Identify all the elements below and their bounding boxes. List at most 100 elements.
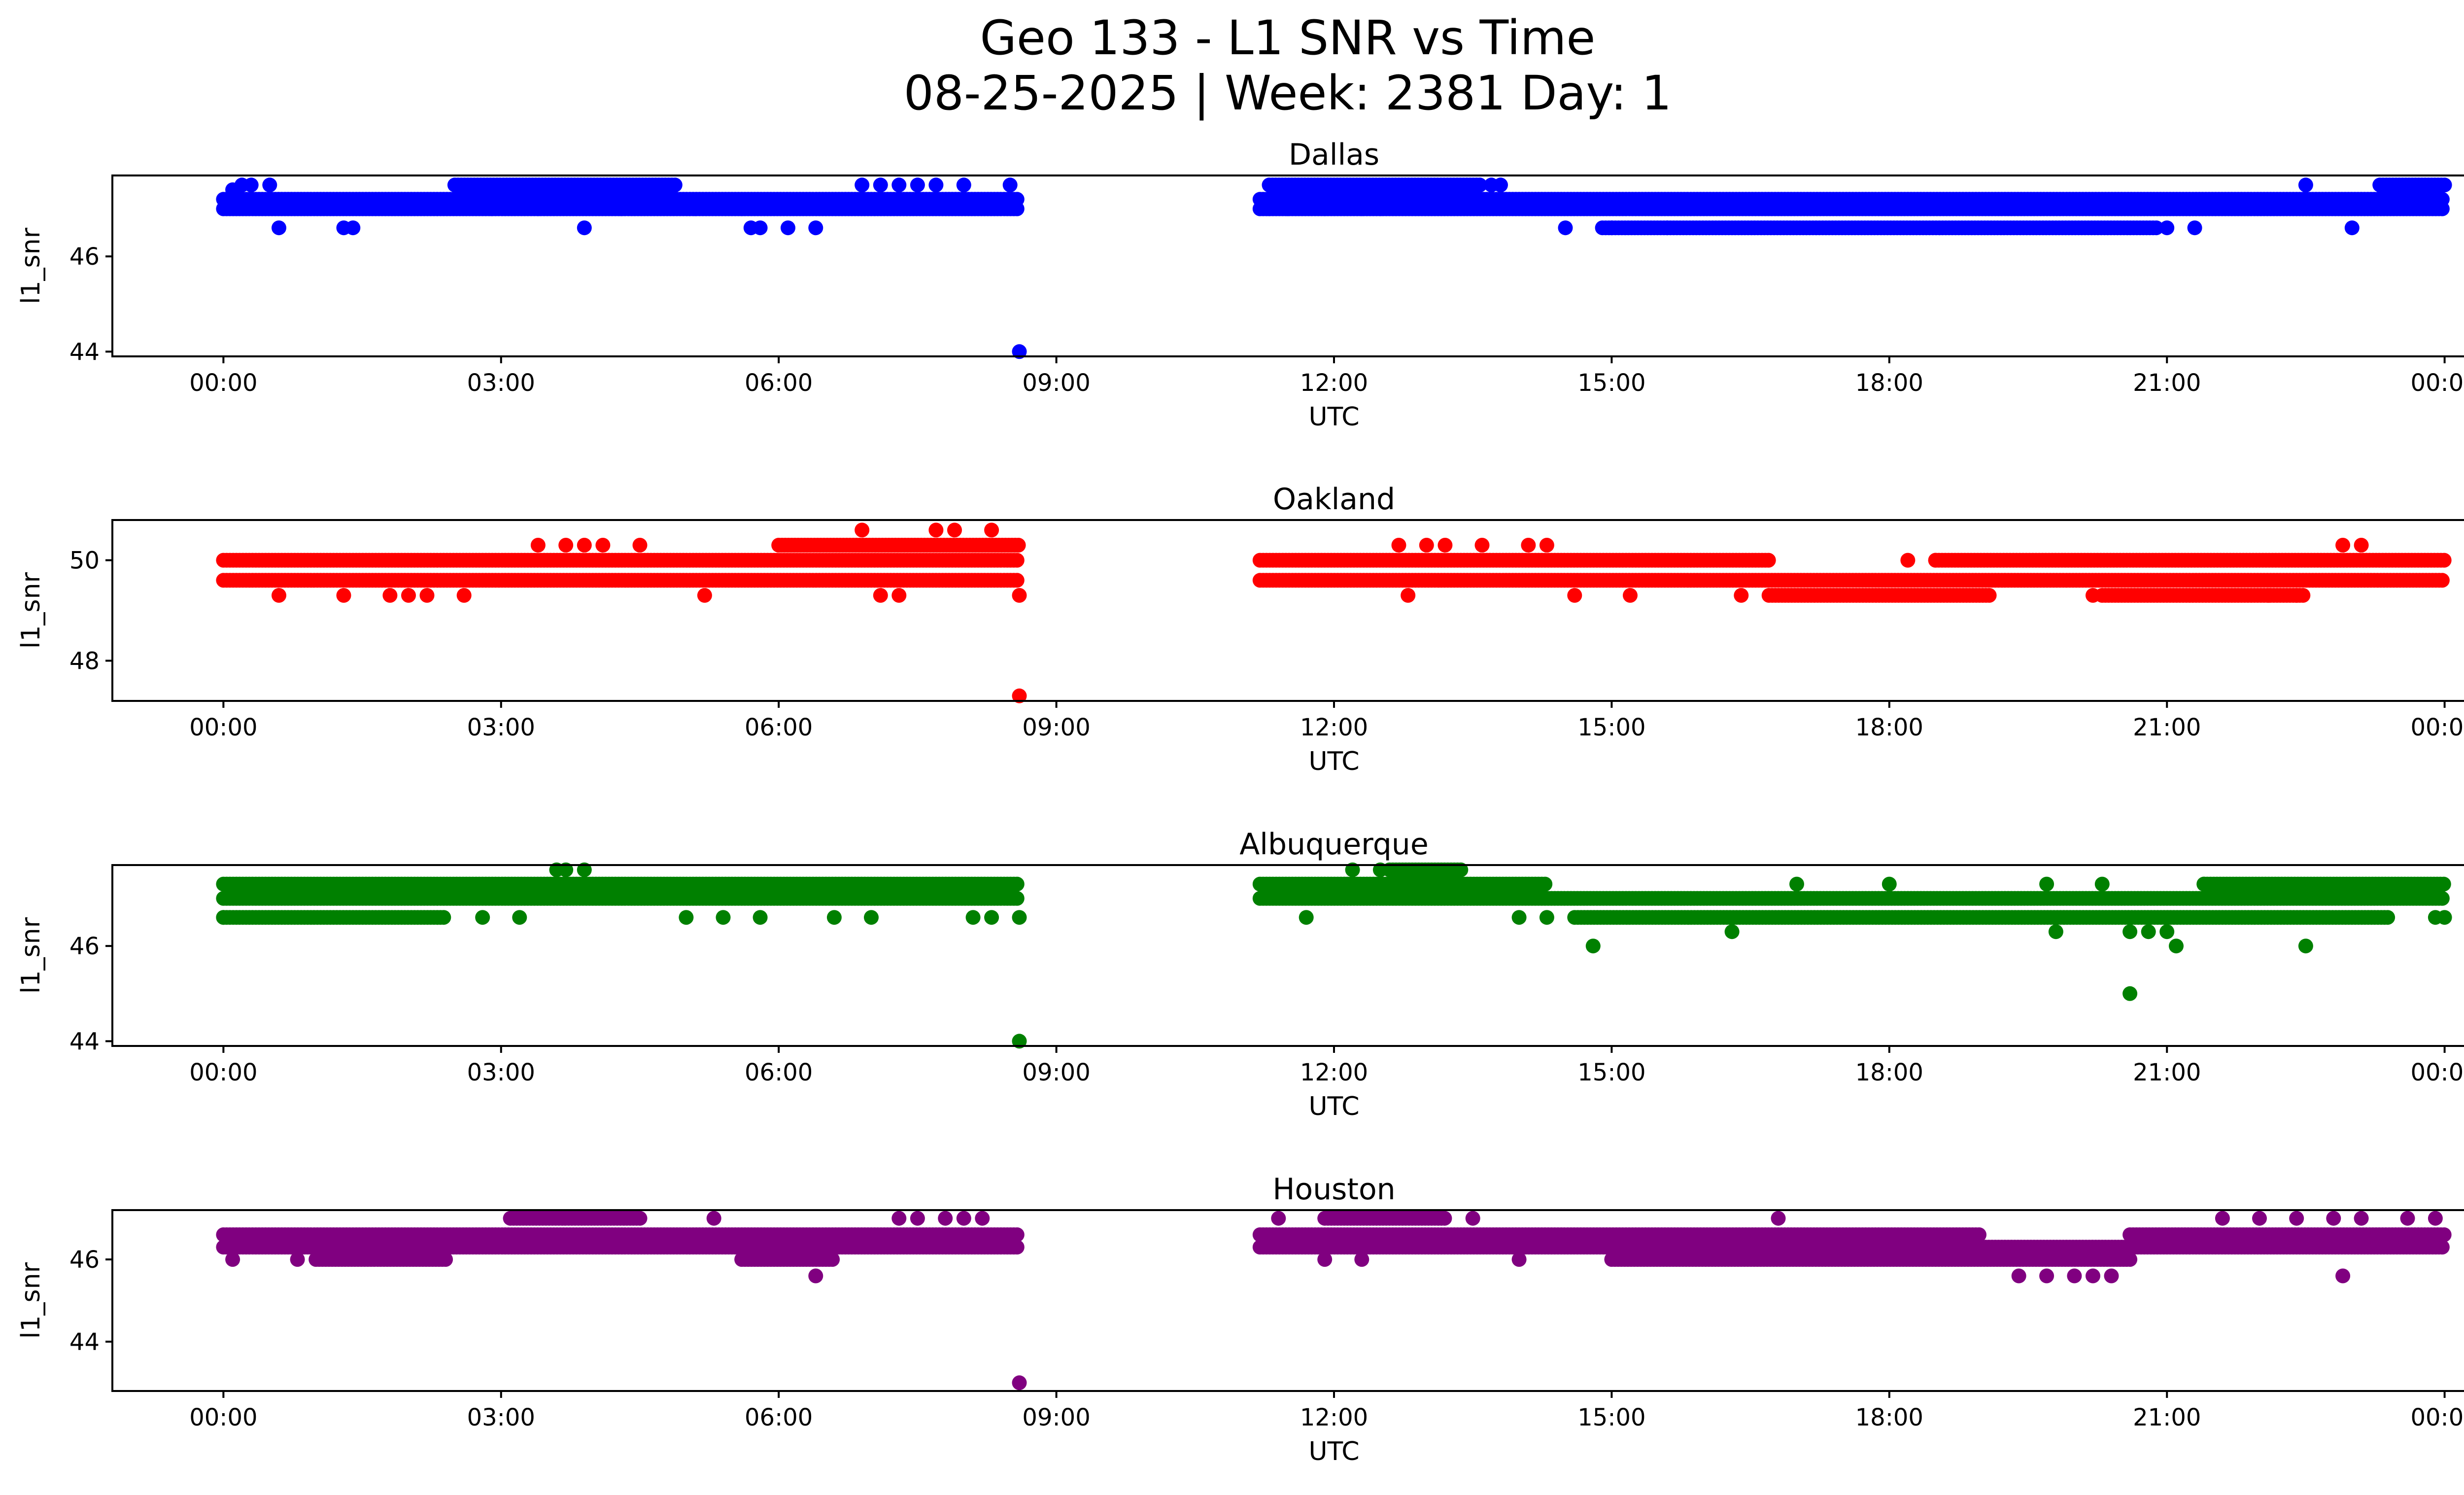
data-point [512, 910, 527, 925]
data-point [2086, 588, 2100, 603]
data-point [2298, 177, 2313, 193]
y-tick-label: 44 [69, 1028, 100, 1055]
data-point [1262, 201, 1277, 216]
x-tick-label: 00:00 [2410, 1059, 2464, 1086]
data-point [1882, 876, 1897, 892]
data-point [1317, 201, 1333, 216]
data-point [1539, 538, 1554, 553]
data-point [667, 177, 683, 193]
data-point [243, 177, 259, 193]
data-point [558, 538, 574, 553]
data-point [2436, 553, 2452, 568]
data-point [2335, 538, 2351, 553]
y-tick-label: 46 [69, 243, 100, 271]
x-tick-label: 18:00 [1855, 1059, 1923, 1086]
data-point [697, 588, 712, 603]
data-point [1789, 876, 1804, 892]
data-point [614, 201, 629, 216]
data-point [734, 201, 750, 216]
data-point [1521, 538, 1536, 553]
data-point [808, 220, 823, 236]
subplot-title: Dallas [1289, 138, 1379, 172]
data-point [753, 220, 768, 236]
data-point [1724, 924, 1740, 939]
data-point [1401, 588, 1416, 603]
data-point [2289, 588, 2304, 603]
data-point [336, 588, 351, 603]
data-point [753, 910, 768, 925]
data-point [956, 177, 971, 193]
data-point [716, 910, 731, 925]
data-point [2196, 876, 2212, 892]
x-tick-label: 00:00 [189, 714, 257, 741]
data-point [595, 538, 611, 553]
data-point [1511, 910, 1527, 925]
data-point [1567, 588, 1582, 603]
data-point [1419, 538, 1434, 553]
y-tick-label: 48 [69, 647, 100, 675]
x-tick-label: 21:00 [2133, 369, 2201, 397]
data-point [984, 522, 999, 538]
data-point [2298, 939, 2313, 954]
data-point [2039, 876, 2054, 892]
data-point [2434, 201, 2450, 216]
data-point [475, 910, 490, 925]
data-point [1280, 201, 1296, 216]
data-point [1472, 177, 1487, 193]
data-point [2344, 220, 2360, 236]
data-point [781, 220, 795, 236]
data-point [688, 201, 703, 216]
data-point [891, 177, 907, 193]
x-axis-label: UTC [1308, 1092, 1359, 1121]
subplot-title: Albuquerque [1239, 827, 1429, 862]
data-series-dallas [216, 177, 2452, 359]
data-point [910, 177, 925, 193]
y-axis-label: l1_snr [16, 227, 46, 304]
subplot-title: Oakland [1273, 482, 1395, 517]
data-point [2048, 924, 2063, 939]
data-point [1982, 588, 1997, 603]
data-point [928, 177, 944, 193]
data-point [965, 910, 981, 925]
x-tick-label: 21:00 [2133, 714, 2201, 741]
data-point [855, 522, 870, 538]
x-axis-label: UTC [1308, 747, 1359, 776]
data-point [530, 201, 546, 216]
data-point [1558, 220, 1573, 236]
data-point [826, 910, 842, 925]
x-tick-label: 21:00 [2133, 1059, 2201, 1086]
data-point [382, 588, 398, 603]
x-tick-label: 12:00 [1300, 714, 1368, 741]
data-point [947, 522, 962, 538]
data-point [1299, 910, 1314, 925]
x-tick-label: 15:00 [1577, 369, 1645, 397]
data-point [1623, 588, 1638, 603]
data-point [484, 201, 499, 216]
data-point [1009, 891, 1025, 906]
data-point [1539, 910, 1554, 925]
data-point [1009, 573, 1025, 588]
data-point [272, 588, 286, 603]
data-point [1437, 538, 1453, 553]
y-tick-label: 50 [69, 547, 100, 575]
data-point [855, 177, 870, 193]
data-point [928, 522, 944, 538]
data-point [2094, 876, 2110, 892]
y-tick-label: 44 [69, 338, 100, 366]
x-tick-label: 06:00 [745, 714, 813, 741]
data-point [891, 588, 907, 603]
data-point [1928, 553, 1943, 568]
data-point [2434, 573, 2450, 588]
data-point [679, 910, 694, 925]
x-tick-label: 09:00 [1022, 1059, 1090, 1086]
x-tick-label: 18:00 [1855, 714, 1923, 741]
data-point [1009, 201, 1025, 216]
data-point [2434, 891, 2450, 906]
data-point [1734, 588, 1749, 603]
data-point [1493, 177, 1508, 193]
data-point [1604, 220, 1619, 236]
data-point [1900, 553, 1916, 568]
data-point [2187, 220, 2202, 236]
x-tick-label: 00:00 [2410, 369, 2464, 397]
